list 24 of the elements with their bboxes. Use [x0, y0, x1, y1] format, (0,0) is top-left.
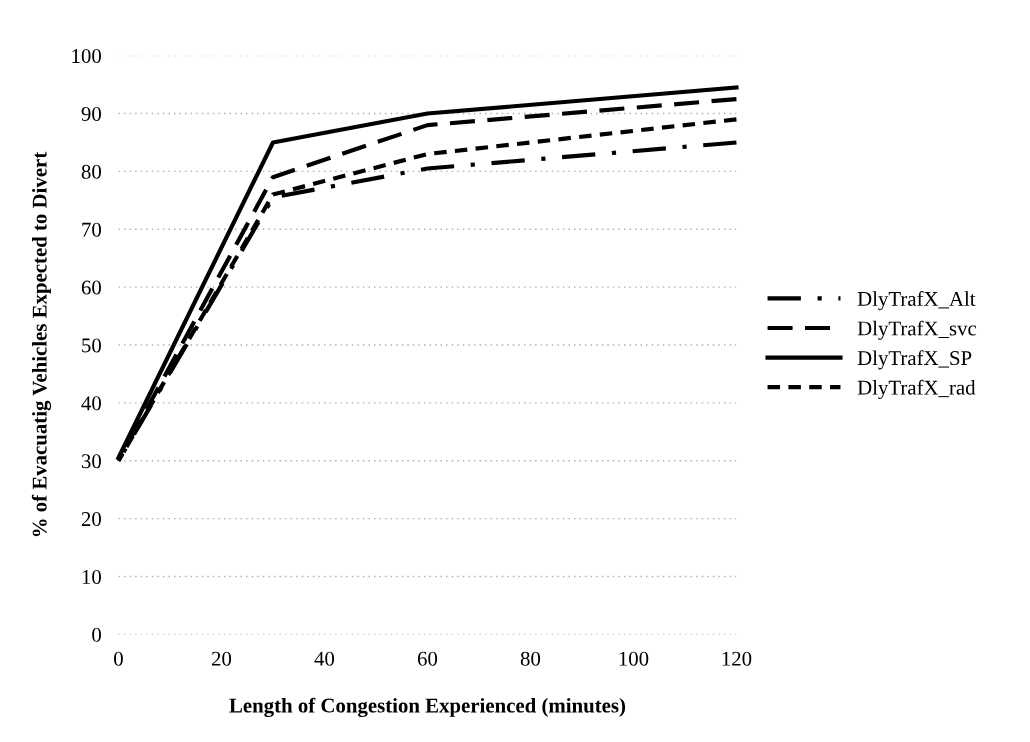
y-tick-label: 70: [82, 222, 101, 237]
y-tick-label: 30: [81, 454, 101, 469]
y-tick-label: 60: [81, 280, 101, 295]
x-tick-label: 100: [619, 651, 649, 666]
x-tick-label: 40: [314, 651, 335, 666]
y-tick-label: 90: [81, 106, 101, 121]
y-tick-label: 20: [81, 512, 101, 527]
y-tick-label: 100: [72, 49, 101, 64]
legend-label: DlyTrafX_svc: [857, 320, 977, 340]
legend-label: DlyTrafX_rad: [857, 379, 976, 399]
y-tick-label: 80: [81, 164, 101, 179]
y-tick-label: 40: [81, 396, 101, 411]
x-tick-label: 0: [114, 651, 123, 666]
x-tick-label: 120: [722, 651, 752, 666]
x-axis-title: Length of Congestion Experienced (minutes): [229, 697, 626, 718]
x-tick-label: 80: [520, 651, 541, 666]
x-tick-label: 60: [417, 651, 438, 666]
x-tick-label: 20: [211, 651, 232, 666]
y-tick-label: 0: [92, 627, 101, 642]
y-tick-label: 50: [82, 338, 101, 353]
y-tick-label: 10: [82, 569, 101, 584]
legend-label: DlyTrafX_Alt: [857, 291, 976, 311]
y-axis-title: % of Evacuatig Vehicles Expected to Divert: [31, 151, 52, 537]
legend-label: DlyTrafX_SP: [857, 350, 972, 370]
